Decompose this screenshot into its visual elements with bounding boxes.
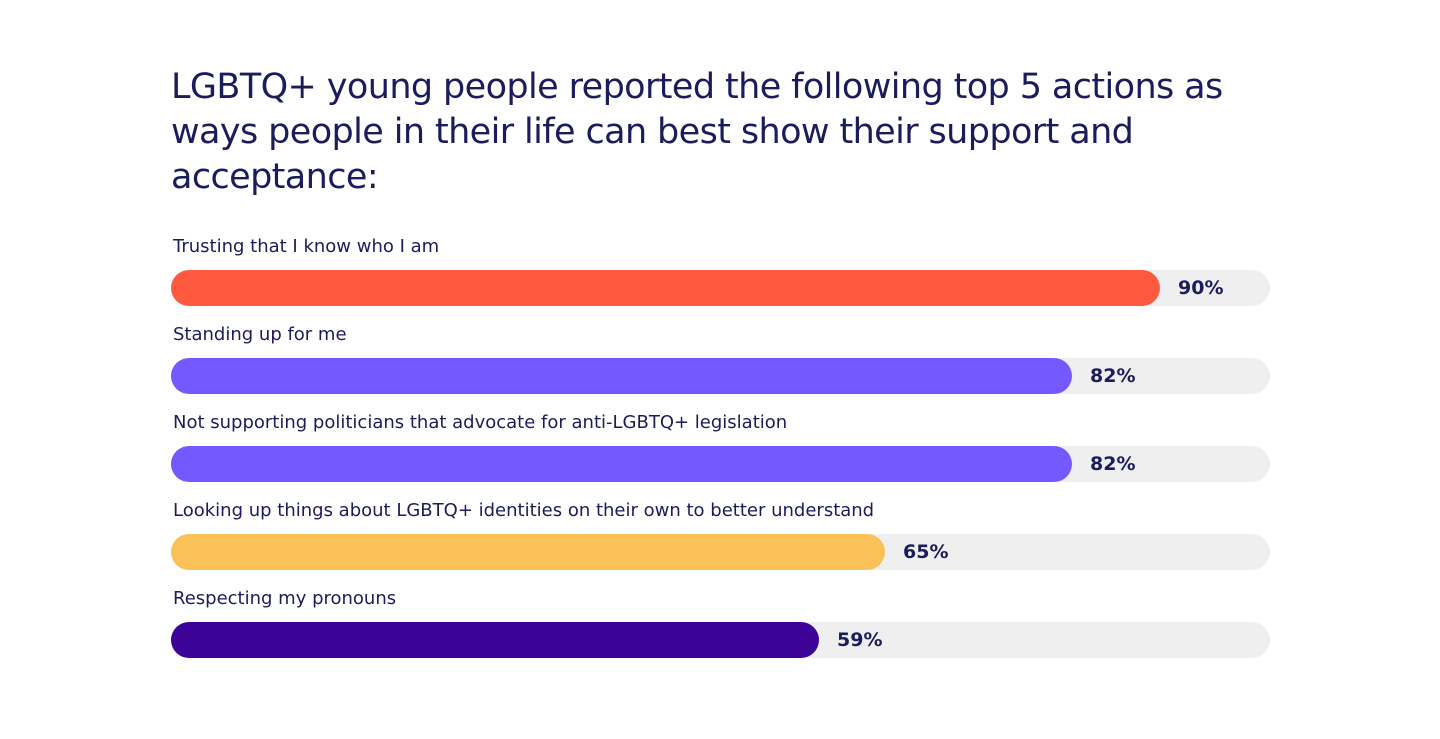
bar-category-label: Standing up for me — [173, 324, 347, 345]
bar-category-label: Not supporting politicians that advocate… — [173, 412, 788, 433]
bar-track: 82% — [171, 446, 1270, 482]
bar — [171, 446, 1072, 482]
bar-track: 65% — [171, 534, 1270, 570]
bar-category-label: Trusting that I know who I am — [173, 236, 440, 257]
bar-category-label: Looking up things about LGBTQ+ identitie… — [173, 500, 875, 521]
bar — [171, 622, 819, 658]
bar-value-label: 65% — [903, 541, 949, 563]
bar-row: Standing up for me 82% — [171, 324, 1270, 412]
bar-track: 59% — [171, 622, 1270, 658]
bar-row: Looking up things about LGBTQ+ identitie… — [171, 500, 1270, 588]
bar-value-label: 59% — [837, 629, 883, 651]
bar — [171, 358, 1072, 394]
bar-chart: Trusting that I know who I am 90% Standing… — [171, 0, 1270, 739]
bar-track: 82% — [171, 358, 1270, 394]
bar — [171, 270, 1160, 306]
bar-row: Not supporting politicians that advocate… — [171, 412, 1270, 500]
bar-row: Respecting my pronouns 59% — [171, 588, 1270, 676]
bar-track: 90% — [171, 270, 1270, 306]
bar-value-label: 82% — [1090, 453, 1136, 475]
bar-value-label: 90% — [1178, 277, 1224, 299]
bar-category-label: Respecting my pronouns — [173, 588, 397, 609]
bar-value-label: 82% — [1090, 365, 1136, 387]
chart-title: LGBTQ+ young people reported the followi… — [171, 67, 1223, 197]
bar-row: Trusting that I know who I am 90% — [171, 236, 1270, 324]
bar — [171, 534, 885, 570]
